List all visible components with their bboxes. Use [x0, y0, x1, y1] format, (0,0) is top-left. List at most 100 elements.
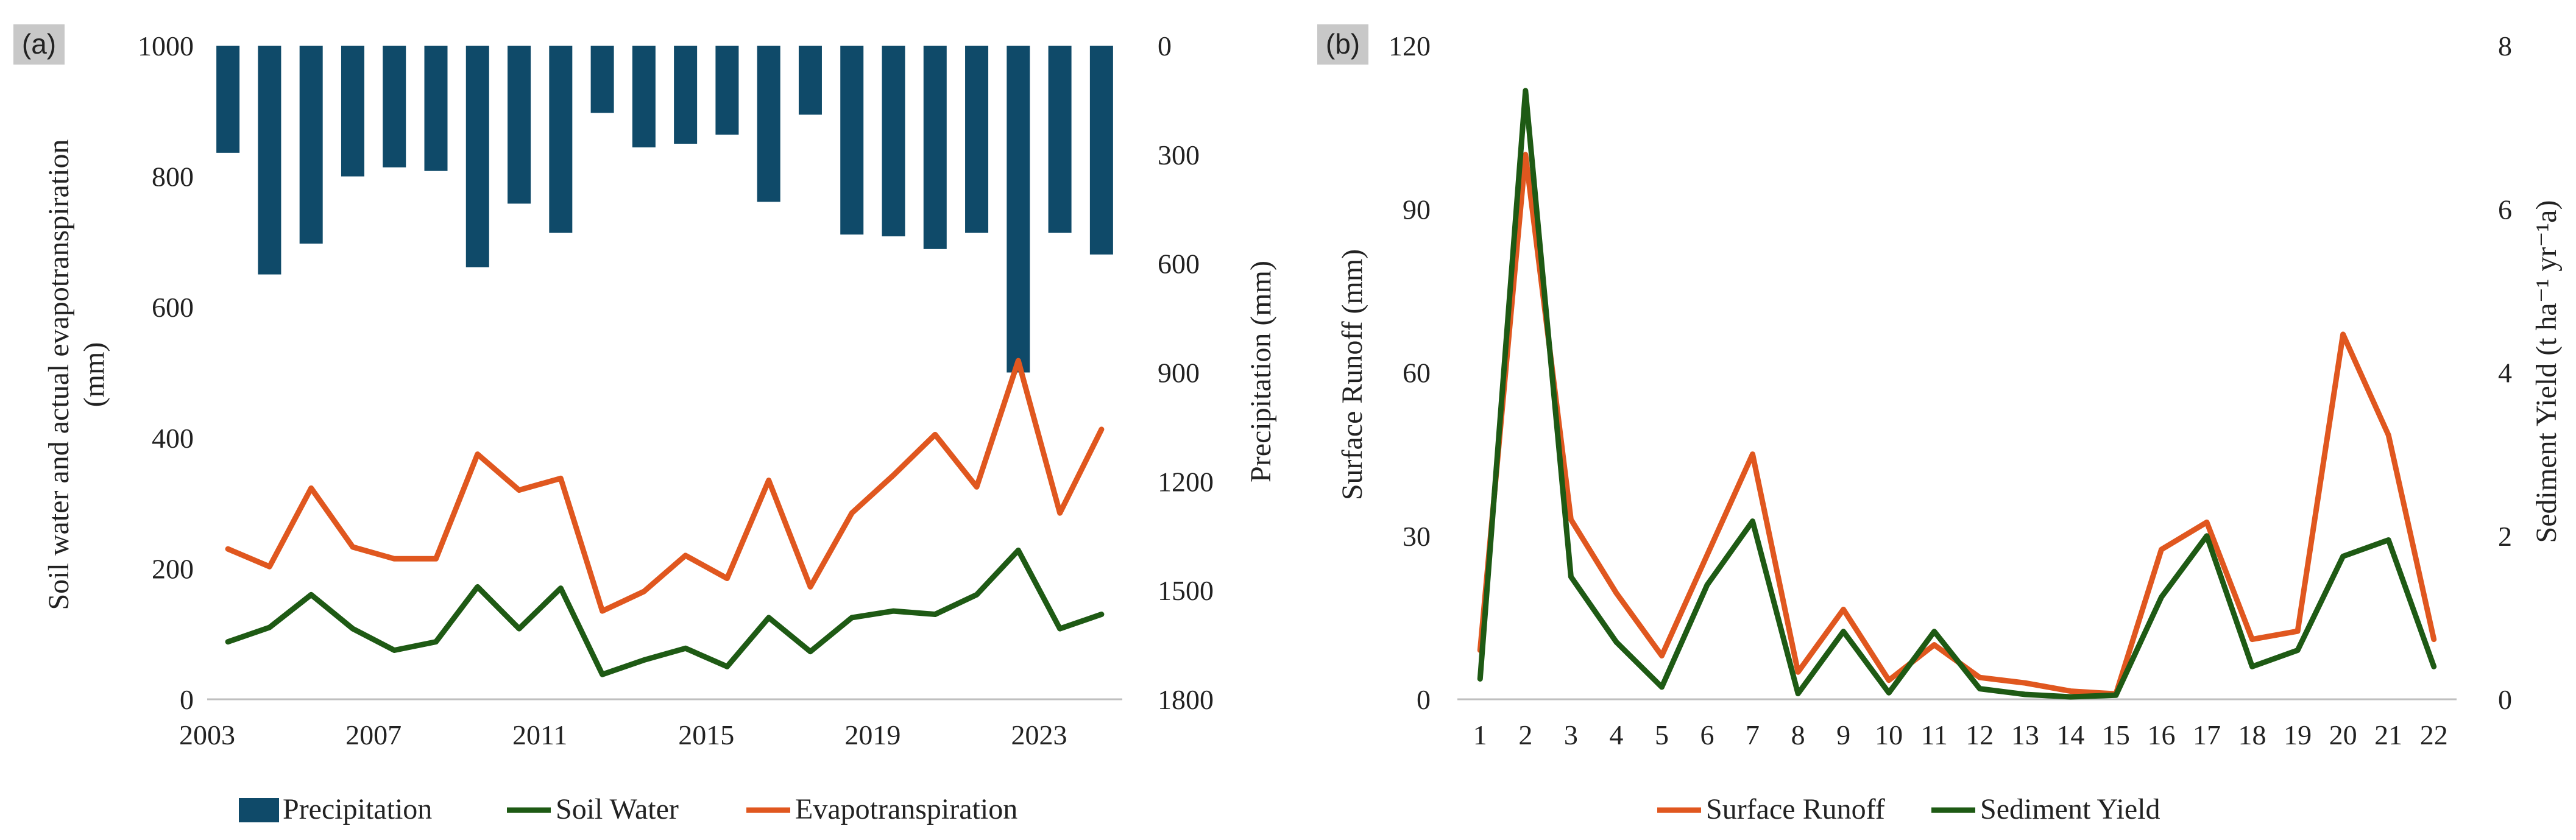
- a-left-tick-label: 200: [152, 553, 194, 584]
- precipitation-bar: [299, 46, 323, 244]
- a-right-axis-label: Precipitation (mm): [1245, 261, 1277, 482]
- b-x-tick-label: 10: [1875, 719, 1903, 750]
- precipitation-bar: [715, 46, 739, 135]
- b-x-tick-label: 13: [2011, 719, 2039, 750]
- a-left-axis-ticks: 0 200 400 600 800 1000: [138, 30, 194, 715]
- precipitation-bar: [424, 46, 448, 171]
- b-x-tick-label: 19: [2284, 719, 2312, 750]
- b-x-tick-label: 11: [1921, 719, 1948, 750]
- b-x-tick-label: 6: [1700, 719, 1714, 750]
- a-precipitation-bars: [216, 46, 1113, 373]
- precipitation-bar: [549, 46, 573, 233]
- precipitation-bar: [632, 46, 656, 147]
- a-legend: Precipitation Soil Water Evapotranspirat…: [239, 793, 1017, 825]
- b-x-tick-label: 14: [2056, 719, 2084, 750]
- a-left-tick-label: 800: [152, 161, 194, 192]
- precipitation-bar: [465, 46, 489, 267]
- a-left-tick-label: 400: [152, 423, 194, 454]
- a-x-tick-label: 2011: [512, 719, 567, 750]
- b-x-tick-label: 5: [1655, 719, 1669, 750]
- b-right-tick-label: 6: [2498, 194, 2512, 225]
- precipitation-bar: [882, 46, 905, 236]
- surface-runoff-line: [1477, 152, 2437, 697]
- a-lines: [225, 358, 1105, 677]
- a-right-tick-label: 1200: [1158, 466, 1214, 497]
- a-right-axis-ticks: 0 300 600 900 1200 1500 1800: [1158, 30, 1214, 715]
- b-x-tick-label: 9: [1836, 719, 1850, 750]
- b-x-tick-label: 20: [2329, 719, 2357, 750]
- b-lines: [1477, 88, 2437, 700]
- b-left-tick-label: 90: [1403, 194, 1431, 225]
- b-x-tick-label: 12: [1966, 719, 1994, 750]
- legend-label-sediment-yield: Sediment Yield: [1980, 793, 2160, 825]
- panel-a-label-bg: [13, 24, 65, 65]
- precipitation-bar: [1007, 46, 1030, 373]
- precipitation-bar: [341, 46, 364, 177]
- b-right-tick-label: 0: [2498, 684, 2512, 715]
- b-x-tick-label: 16: [2147, 719, 2175, 750]
- a-left-axis-label-line2: (mm): [78, 342, 110, 408]
- precipitation-bar: [923, 46, 947, 249]
- legend-swatch-precipitation: [239, 798, 279, 822]
- b-x-tick-label: 21: [2374, 719, 2402, 750]
- precipitation-bar: [508, 46, 531, 204]
- b-x-tick-label: 8: [1791, 719, 1805, 750]
- legend-label-precipitation: Precipitation: [283, 793, 432, 825]
- a-right-tick-label: 300: [1158, 139, 1200, 171]
- evapotranspiration-line: [225, 358, 1105, 614]
- b-left-tick-label: 0: [1417, 684, 1431, 715]
- precipitation-bar: [965, 46, 989, 233]
- b-x-tick-label: 7: [1746, 719, 1760, 750]
- a-x-tick-label: 2003: [179, 719, 235, 750]
- a-right-tick-label: 0: [1158, 30, 1172, 62]
- a-x-tick-label: 2015: [678, 719, 734, 750]
- a-right-tick-label: 600: [1158, 249, 1200, 280]
- panel-a-label: (a): [22, 28, 56, 60]
- precipitation-bar: [1089, 46, 1113, 255]
- b-x-axis-ticks: 1 2 3 4 5 6 7 8 9 10 11 12 13 14 15 16 17 18 19 20 21 22: [1473, 719, 2448, 750]
- b-right-tick-label: 8: [2498, 30, 2512, 62]
- legend-label-evapotranspiration: Evapotranspiration: [795, 793, 1017, 825]
- a-right-tick-label: 1500: [1158, 575, 1214, 606]
- b-right-tick-label: 4: [2498, 358, 2512, 389]
- b-x-tick-label: 15: [2102, 719, 2130, 750]
- a-right-tick-label: 1800: [1158, 684, 1214, 715]
- a-right-tick-label: 900: [1158, 358, 1200, 389]
- precipitation-bar: [258, 46, 281, 275]
- b-x-tick-label: 2: [1518, 719, 1532, 750]
- precipitation-bar: [757, 46, 780, 202]
- b-left-tick-label: 30: [1403, 521, 1431, 552]
- panel-b-label-bg: [1317, 24, 1368, 65]
- a-left-tick-label: 0: [180, 684, 194, 715]
- panel-a: (a) 0 200 400 600 800 1000 0 300 600 900 1200 1500…: [13, 24, 1277, 825]
- b-x-tick-label: 3: [1564, 719, 1578, 750]
- a-left-tick-label: 600: [152, 292, 194, 323]
- b-left-axis-label: Surface Runoff (mm): [1336, 249, 1368, 500]
- b-left-tick-label: 60: [1403, 358, 1431, 389]
- precipitation-bar: [590, 46, 614, 113]
- b-left-axis-ticks: 0 30 60 90 120: [1389, 30, 1431, 715]
- b-x-tick-label: 4: [1609, 719, 1623, 750]
- a-left-axis-label-line1: Soil water and actual evapotranspiration: [43, 139, 75, 610]
- precipitation-bar: [1048, 46, 1072, 233]
- panel-b-label: (b): [1326, 28, 1360, 60]
- a-x-tick-label: 2023: [1011, 719, 1067, 750]
- sediment-yield-line: [1477, 88, 2437, 700]
- soil-water-line: [225, 547, 1105, 677]
- a-x-axis-ticks: 2003 2007 2011 2015 2019 2023: [179, 719, 1067, 750]
- a-x-tick-label: 2007: [345, 719, 402, 750]
- b-right-tick-label: 2: [2498, 521, 2512, 552]
- b-x-tick-label: 18: [2238, 719, 2266, 750]
- legend-label-soil-water: Soil Water: [556, 793, 679, 825]
- precipitation-bar: [383, 46, 406, 168]
- a-left-tick-label: 1000: [138, 30, 194, 62]
- b-left-tick-label: 120: [1389, 30, 1431, 62]
- b-right-axis-label: Sediment Yield (t ha⁻¹ yr⁻¹a): [2530, 200, 2563, 543]
- precipitation-bar: [798, 46, 822, 115]
- precipitation-bar: [674, 46, 698, 144]
- precipitation-bar: [216, 46, 240, 153]
- b-x-tick-label: 22: [2420, 719, 2448, 750]
- legend-label-surface-runoff: Surface Runoff: [1706, 793, 1885, 825]
